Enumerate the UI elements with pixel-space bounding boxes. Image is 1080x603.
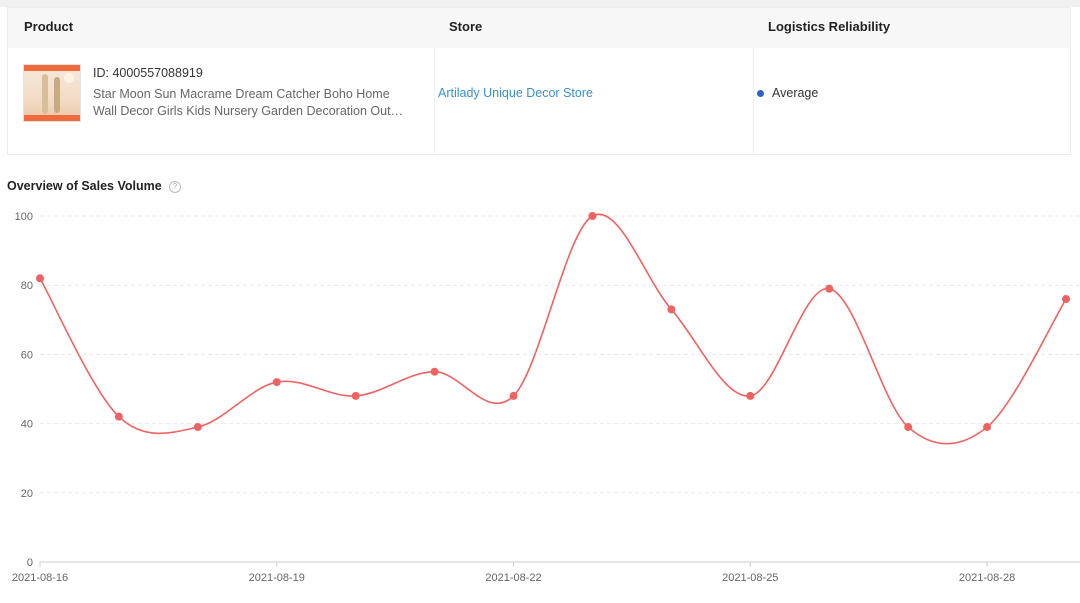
x-tick-label: 2021-08-16 xyxy=(12,572,68,584)
product-thumbnail[interactable] xyxy=(23,64,81,122)
data-point[interactable] xyxy=(114,412,123,421)
thumbnail-detail xyxy=(64,73,74,83)
thumbnail-banner xyxy=(24,65,80,71)
header-logistics-reliability: Logistics Reliability xyxy=(768,19,891,34)
store-link[interactable]: Artilady Unique Decor Store xyxy=(438,86,593,100)
data-point[interactable] xyxy=(825,284,834,293)
data-point[interactable] xyxy=(272,378,281,387)
product-name[interactable]: Star Moon Sun Macrame Dream Catcher Boho… xyxy=(93,86,411,120)
data-point[interactable] xyxy=(588,212,597,220)
question-circle-icon[interactable]: ? xyxy=(169,181,181,193)
y-tick-label: 100 xyxy=(15,211,33,223)
data-point[interactable] xyxy=(983,423,992,432)
thumbnail-banner xyxy=(24,115,80,121)
series-line xyxy=(39,213,1067,445)
y-tick-label: 60 xyxy=(21,349,33,361)
status-dot xyxy=(757,90,764,97)
data-point[interactable] xyxy=(351,391,360,400)
header-store: Store xyxy=(449,19,483,34)
x-tick-label: 2021-08-25 xyxy=(722,572,778,584)
data-point[interactable] xyxy=(430,367,439,376)
data-point[interactable] xyxy=(36,274,44,283)
header-product: Product xyxy=(24,19,74,34)
column-divider xyxy=(434,48,435,154)
data-point[interactable] xyxy=(904,423,913,432)
x-tick-label: 2021-08-19 xyxy=(249,572,305,584)
y-tick-label: 0 xyxy=(27,557,33,569)
x-tick-label: 2021-08-22 xyxy=(485,572,541,584)
y-tick-label: 20 xyxy=(21,488,33,500)
product-table: Product Store Logistics Reliability xyxy=(7,7,1071,155)
x-axis-ticks: 2021-08-16 2021-08-19 2021-08-22 2021-08-25… xyxy=(12,562,1015,584)
y-tick-label: 40 xyxy=(21,419,33,431)
logistics-reliability-value: Average xyxy=(772,86,819,100)
y-tick-label: 80 xyxy=(21,280,33,292)
column-divider xyxy=(753,48,754,154)
x-tick-label: 2021-08-28 xyxy=(959,572,1015,584)
thumbnail-detail xyxy=(42,74,48,114)
top-shadow-bar xyxy=(0,0,1080,7)
data-point[interactable] xyxy=(509,391,518,400)
sales-overview-title: Overview of Sales Volume xyxy=(7,179,162,193)
product-name-line: Star Moon Sun Macrame Dream Catcher Boho… xyxy=(93,87,390,101)
data-point[interactable] xyxy=(1062,295,1070,304)
data-point[interactable] xyxy=(667,305,676,314)
product-id: ID: 4000557088919 xyxy=(93,66,203,80)
chart-grid xyxy=(40,215,1080,563)
data-point[interactable] xyxy=(746,391,755,400)
product-name-line: Wall Decor Girls Kids Nursery Garden Dec… xyxy=(93,104,404,118)
y-axis-ticks: 0 20 40 60 80 100 xyxy=(15,211,33,569)
data-point[interactable] xyxy=(193,423,202,432)
table-header: Product Store Logistics Reliability xyxy=(8,8,1070,48)
thumbnail-detail xyxy=(54,77,60,113)
series-points xyxy=(36,212,1070,432)
